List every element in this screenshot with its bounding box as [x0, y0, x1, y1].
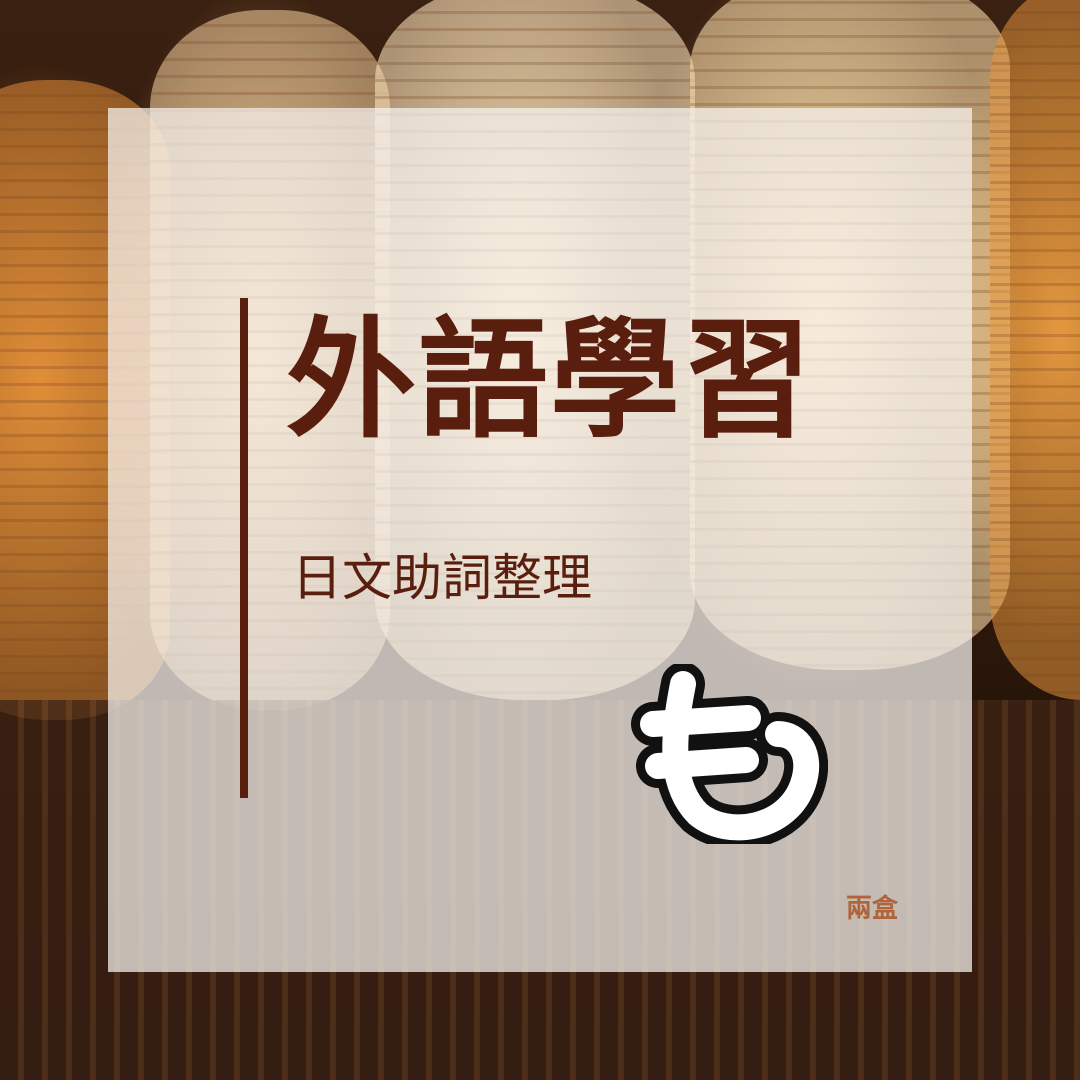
translucent-overlay-panel [108, 108, 972, 972]
accent-vertical-line [240, 298, 248, 798]
author-name: 兩盒 [846, 894, 899, 924]
page-subtitle: 日文助詞整理 [292, 549, 592, 607]
page-title: 外語學習 [286, 304, 815, 456]
particle-mo-glyph [631, 664, 828, 844]
lantern-background [990, 0, 1080, 700]
